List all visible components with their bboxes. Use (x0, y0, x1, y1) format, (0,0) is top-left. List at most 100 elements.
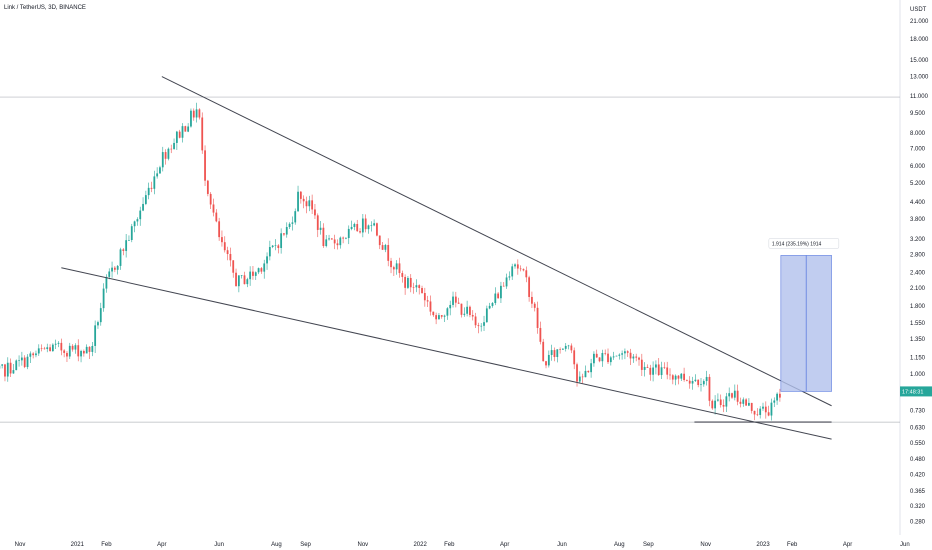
candle-body (173, 142, 175, 149)
candle (497, 292, 500, 299)
candle-body (604, 353, 607, 354)
candle-body (77, 345, 80, 357)
candle (463, 307, 466, 317)
candle-body (342, 237, 345, 239)
candle-body (37, 348, 40, 354)
candle (595, 349, 598, 358)
candle (415, 279, 418, 293)
price-axis[interactable]: USDT 21.000 18.000 15.000 13.000 11.000 9.500 8… (900, 7, 932, 526)
candle-body (725, 396, 728, 407)
candle (381, 241, 384, 251)
candle-body (40, 348, 43, 349)
price-axis-tick-label: 6.000 (910, 164, 926, 170)
candle (201, 112, 204, 154)
candle-body (311, 200, 314, 210)
candle (333, 234, 336, 250)
measure-label: 1.914 (235.19%) 1914 (772, 241, 822, 247)
time-axis[interactable]: Nov 2021 Feb Apr Jun Aug Sep Nov 2022 Feb Apr Jun Au… (15, 542, 910, 548)
candle-body (361, 218, 364, 233)
candle (514, 263, 516, 269)
candle (750, 402, 753, 414)
candle (702, 379, 705, 387)
candle (547, 350, 550, 368)
candle-body (297, 191, 299, 212)
candle-body (480, 325, 483, 327)
price-axis-tick-label: 0.320 (910, 504, 926, 510)
candle (85, 344, 88, 354)
candle (553, 347, 556, 362)
candle-body (688, 380, 691, 384)
candle (302, 195, 305, 209)
candle-body (412, 287, 415, 288)
candle (516, 259, 519, 275)
candle-body (722, 405, 725, 407)
candle-body (195, 109, 198, 118)
candle (195, 102, 198, 123)
time-axis-tick-label: 2023 (756, 542, 770, 548)
candle (728, 387, 731, 402)
candle (232, 260, 235, 278)
candle (759, 406, 762, 419)
candle-body (15, 360, 18, 371)
candle-body (175, 131, 178, 143)
candle (133, 220, 136, 233)
candle (277, 244, 280, 254)
candle (550, 344, 553, 361)
candle-body (192, 110, 195, 118)
candle-body (508, 276, 511, 278)
price-axis-tick-label: 2.800 (910, 253, 926, 259)
price-range-measure[interactable]: 1.914 (235.19%) 1914 (768, 238, 840, 392)
candle (545, 360, 547, 369)
candle (6, 357, 9, 382)
candle (469, 305, 471, 318)
candle (435, 312, 438, 325)
candle (438, 313, 440, 320)
candle-body (550, 350, 553, 355)
candle (609, 355, 612, 366)
candle (533, 301, 536, 312)
candle-body (378, 235, 381, 246)
price-axis-tick-label: 3.800 (910, 217, 926, 223)
candle (683, 367, 685, 382)
candle-body (759, 408, 762, 415)
candle (80, 349, 82, 363)
candle (722, 399, 725, 413)
candle-body (29, 353, 32, 357)
time-axis-tick-label: Apr (157, 542, 166, 548)
candle-body (285, 227, 288, 235)
candle-body (116, 265, 119, 270)
candle (285, 222, 288, 238)
candle-body (539, 327, 542, 342)
candle (480, 323, 483, 332)
candle (159, 165, 161, 174)
candle (181, 123, 184, 143)
candle (418, 284, 421, 295)
candle (74, 343, 77, 354)
candle (649, 364, 652, 381)
candle-body (570, 345, 573, 351)
candle (452, 291, 454, 308)
candle (593, 351, 595, 367)
candle (705, 370, 708, 386)
candle-body (694, 379, 697, 382)
candle-body (562, 348, 564, 350)
time-axis-tick-label: Aug (614, 542, 625, 548)
candle (646, 364, 649, 368)
candle (82, 349, 85, 357)
candle-body (418, 285, 421, 289)
candle (640, 353, 643, 377)
candle (556, 349, 559, 363)
candle (156, 167, 159, 179)
candle-body (46, 347, 49, 350)
candle (581, 373, 584, 384)
candle-body (739, 401, 742, 404)
time-axis-tick-label: Sep (300, 542, 311, 548)
candle-body (221, 237, 223, 243)
candle-body (666, 367, 669, 375)
candle (142, 197, 144, 212)
candle (474, 312, 477, 328)
candle (280, 228, 283, 254)
candle-body (237, 275, 240, 287)
candle-body (392, 267, 395, 270)
